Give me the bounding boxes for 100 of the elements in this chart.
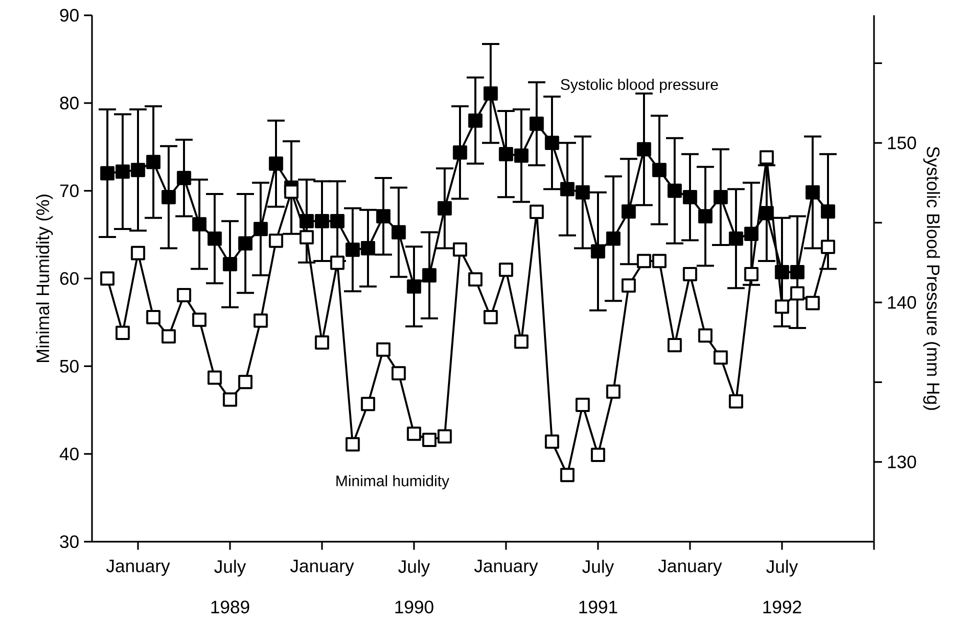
x-tick-label: July xyxy=(398,560,430,577)
y-tick-label: 30 xyxy=(60,535,79,548)
point xyxy=(790,286,804,301)
point xyxy=(544,434,560,449)
point xyxy=(806,185,820,200)
point xyxy=(330,214,344,228)
x-tick-label: January xyxy=(658,560,722,576)
y-tick-label: 60 xyxy=(60,272,79,285)
point xyxy=(422,268,436,282)
point xyxy=(682,190,698,204)
point xyxy=(728,394,744,408)
x-tick-label: January xyxy=(474,560,538,576)
point xyxy=(514,334,528,349)
text: 1991 xyxy=(579,600,618,614)
point xyxy=(406,279,422,294)
point xyxy=(222,392,238,407)
point xyxy=(498,262,514,277)
x-tick-label: July xyxy=(582,560,614,577)
point xyxy=(222,257,238,272)
point xyxy=(590,448,606,462)
point xyxy=(774,299,790,314)
point xyxy=(422,432,436,448)
point xyxy=(146,154,160,170)
point xyxy=(590,244,606,259)
y2-tick-label: 150 xyxy=(888,136,916,150)
point xyxy=(468,113,482,128)
point xyxy=(284,184,298,199)
point xyxy=(560,468,574,482)
point xyxy=(668,338,682,352)
y2-tick-label: 130 xyxy=(888,456,916,468)
point xyxy=(530,204,544,219)
point xyxy=(130,162,146,178)
point xyxy=(392,366,406,380)
point xyxy=(208,231,222,246)
series-label: Systolic blood pressure xyxy=(560,78,718,93)
point xyxy=(806,296,820,310)
point xyxy=(130,246,146,260)
point xyxy=(238,236,252,251)
point xyxy=(438,201,452,216)
point xyxy=(744,226,758,241)
point xyxy=(714,350,728,365)
point xyxy=(146,310,160,324)
y-tick-label: 90 xyxy=(60,8,79,22)
point xyxy=(576,398,590,412)
point xyxy=(544,136,560,150)
point xyxy=(238,374,252,390)
point xyxy=(714,190,728,204)
point xyxy=(346,437,360,452)
point xyxy=(254,313,268,328)
point xyxy=(360,241,376,256)
point xyxy=(668,184,682,198)
point xyxy=(268,234,284,248)
point xyxy=(346,242,360,257)
y2-axis-title: Systolic Blood Pressure (mm Hg) xyxy=(923,146,940,410)
point xyxy=(452,242,468,257)
series-label: Minimal humidity xyxy=(336,475,450,490)
y-tick-label: 40 xyxy=(60,448,79,460)
point xyxy=(820,240,836,254)
point xyxy=(606,384,620,399)
text: 1992 xyxy=(763,600,802,614)
text: 1990 xyxy=(395,600,434,614)
point xyxy=(376,209,390,224)
y-tick-label: 50 xyxy=(60,360,79,373)
point xyxy=(652,162,666,178)
point xyxy=(268,156,284,171)
y-tick-label: 70 xyxy=(60,184,79,198)
x-tick-label: July xyxy=(766,560,798,577)
point xyxy=(576,185,590,200)
x-tick-label: January xyxy=(290,560,354,576)
point xyxy=(728,231,744,246)
point xyxy=(652,254,666,268)
point xyxy=(100,166,114,180)
point xyxy=(530,116,544,131)
point xyxy=(208,370,222,385)
point xyxy=(484,86,498,101)
point xyxy=(116,164,130,179)
x-tick-label: January xyxy=(106,560,170,576)
point xyxy=(636,254,652,268)
point xyxy=(514,148,528,163)
point xyxy=(360,396,376,412)
point xyxy=(314,335,330,350)
point xyxy=(176,170,192,186)
point xyxy=(468,272,482,287)
point xyxy=(744,266,758,282)
y-axis-title: Minimal Humidity (%) xyxy=(36,194,53,362)
point xyxy=(176,288,192,302)
point xyxy=(682,266,698,282)
point xyxy=(162,190,176,204)
point xyxy=(452,145,468,160)
point xyxy=(192,217,206,232)
point xyxy=(820,204,836,219)
point xyxy=(498,146,514,162)
y-tick-label: 80 xyxy=(60,96,79,110)
point xyxy=(636,142,652,156)
text: 1989 xyxy=(211,600,250,614)
point xyxy=(376,342,390,357)
point xyxy=(698,209,712,224)
point xyxy=(698,328,712,343)
point xyxy=(760,150,774,165)
point xyxy=(392,225,406,240)
